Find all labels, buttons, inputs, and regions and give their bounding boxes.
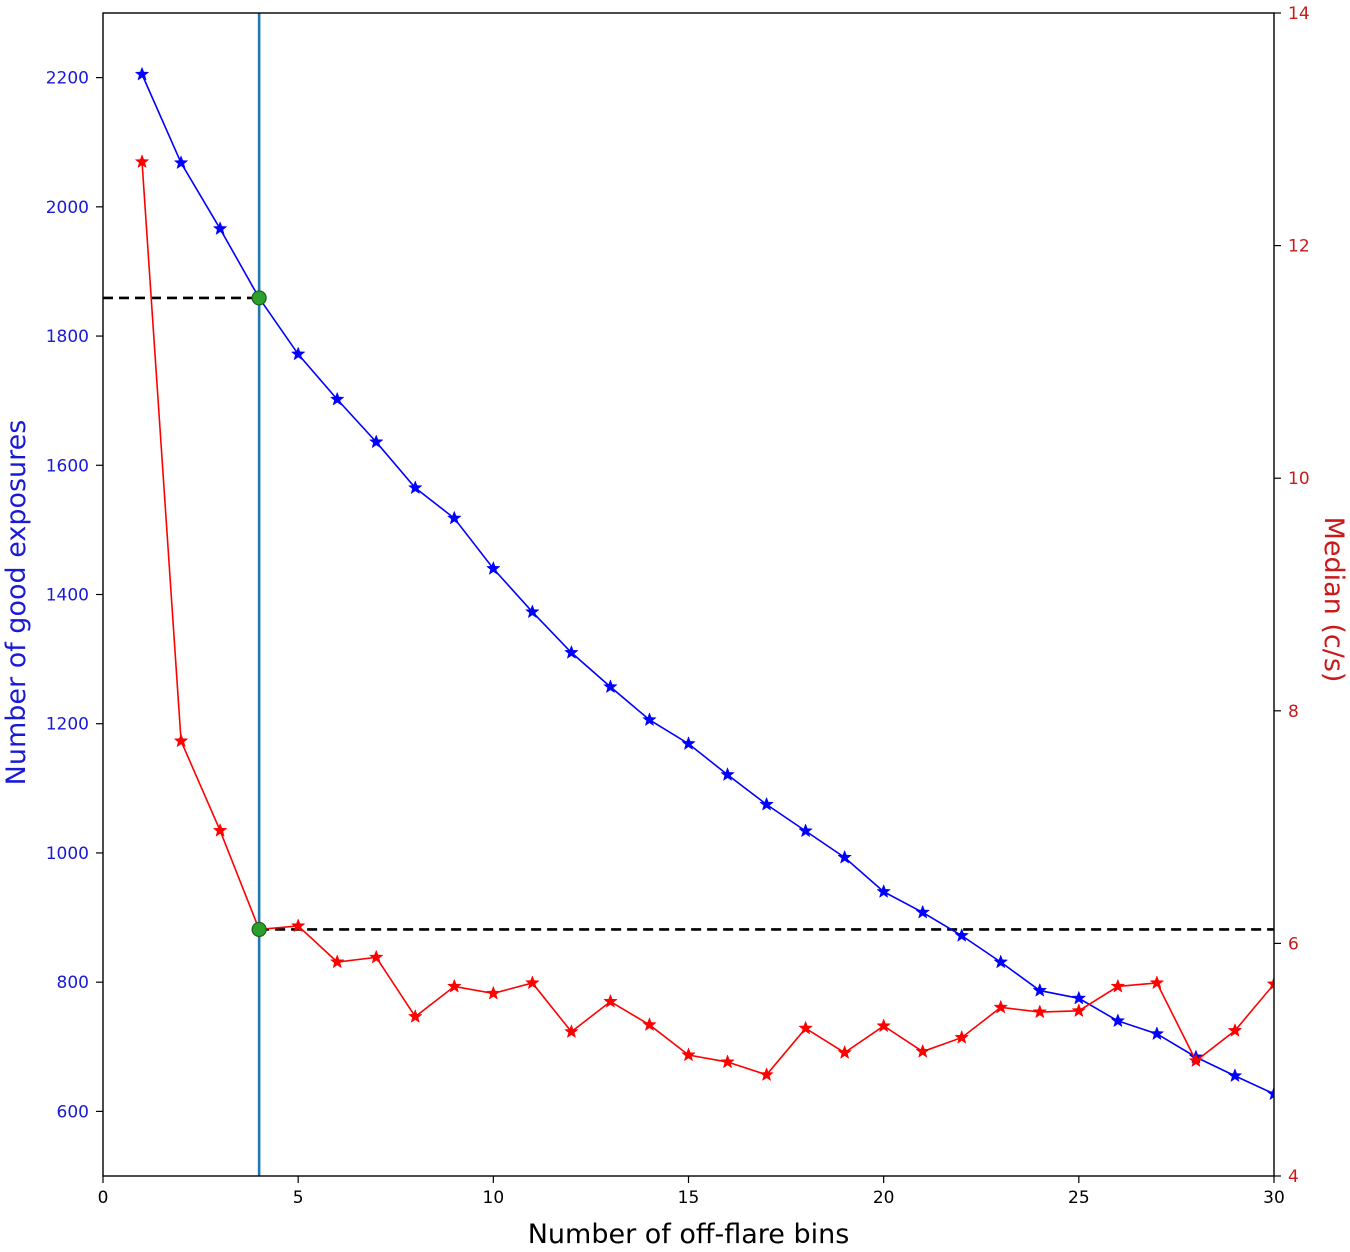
data-point-left xyxy=(525,604,540,619)
data-point-left xyxy=(486,560,501,575)
data-point-right xyxy=(368,949,384,964)
data-point-right xyxy=(1266,976,1274,991)
data-point-right xyxy=(525,975,540,990)
x-tick-label: 10 xyxy=(483,1188,505,1208)
data-point-left xyxy=(993,954,1009,969)
right-y-tick-label: 12 xyxy=(1288,237,1310,257)
highlight-marker-left xyxy=(251,290,267,306)
data-point-left xyxy=(720,767,735,782)
left-y-tick-label: 2200 xyxy=(46,69,89,89)
data-point-right xyxy=(564,1024,579,1039)
right-y-axis-title: Median (c/s) xyxy=(1318,517,1349,683)
data-point-right xyxy=(798,1020,813,1035)
left-y-tick-label: 800 xyxy=(57,973,89,993)
data-point-left xyxy=(1032,982,1048,997)
left-y-axis-title: Number of good exposures xyxy=(1,420,32,786)
left-y-tick-label: 1600 xyxy=(46,456,89,476)
data-point-right xyxy=(876,1018,891,1033)
x-tick-label: 5 xyxy=(293,1188,304,1208)
axes: 0 5 10 15 20 25 30 600 800 1000 1200 1400 1600 1800 20… xyxy=(46,4,1310,1208)
x-axis-title: Number of off-flare bins xyxy=(528,1219,850,1250)
data-point-left xyxy=(407,480,423,495)
data-point-right xyxy=(993,999,1009,1014)
data-point-right xyxy=(837,1045,852,1059)
right-y-tick-label: 4 xyxy=(1288,1167,1299,1187)
left-y-tick-label: 1200 xyxy=(46,715,89,735)
x-tick-label: 25 xyxy=(1068,1188,1090,1208)
data-point-right xyxy=(134,154,150,169)
data-point-left xyxy=(368,434,384,449)
x-tick-label: 0 xyxy=(98,1188,109,1208)
x-tick-label: 20 xyxy=(873,1188,895,1208)
data-point-right xyxy=(954,1029,970,1044)
right-y-tick-label: 10 xyxy=(1288,469,1310,489)
x-tick-label: 30 xyxy=(1263,1188,1285,1208)
data-point-right xyxy=(681,1047,696,1062)
data-point-right xyxy=(915,1043,931,1058)
data-point-left xyxy=(290,346,306,361)
data-point-left xyxy=(329,391,345,406)
right-y-tick-label: 6 xyxy=(1288,934,1299,954)
data-point-left xyxy=(173,155,189,170)
data-layer xyxy=(103,13,1274,1176)
data-point-left xyxy=(1266,1086,1274,1101)
data-point-right xyxy=(603,993,618,1008)
data-point-right xyxy=(446,978,462,993)
left-y-tick-label: 2000 xyxy=(46,198,89,218)
data-point-right xyxy=(486,985,501,1000)
data-point-left xyxy=(798,823,813,838)
data-point-left xyxy=(954,927,970,942)
plot-area xyxy=(103,13,1274,1176)
data-point-right xyxy=(642,1017,657,1032)
data-point-right xyxy=(407,1008,423,1023)
data-point-right xyxy=(173,733,189,748)
plot-frame xyxy=(102,12,1275,1177)
data-point-right xyxy=(1188,1053,1204,1068)
data-point-left xyxy=(1071,990,1087,1005)
data-point-left xyxy=(915,904,931,919)
data-point-right xyxy=(759,1067,774,1082)
data-point-right xyxy=(290,918,306,933)
left-y-tick-label: 1000 xyxy=(46,844,89,864)
data-point-right xyxy=(329,954,345,969)
left-y-tick-label: 1400 xyxy=(46,586,89,606)
data-point-right xyxy=(1032,1004,1048,1019)
data-point-left xyxy=(876,883,891,898)
data-point-right xyxy=(1227,1022,1243,1037)
series-line-right xyxy=(141,161,1274,1076)
data-point-left xyxy=(446,510,462,525)
data-point-right xyxy=(1149,975,1165,990)
left-y-tick-label: 1800 xyxy=(46,327,89,347)
data-point-right xyxy=(720,1054,735,1069)
data-point-right xyxy=(1110,978,1126,993)
data-point-left xyxy=(564,644,579,659)
data-point-left xyxy=(759,796,774,811)
data-point-left xyxy=(681,736,696,750)
highlight-marker-right xyxy=(251,921,267,938)
x-tick-label: 15 xyxy=(678,1188,700,1208)
left-y-tick-label: 600 xyxy=(57,1102,89,1122)
data-point-left xyxy=(1149,1026,1165,1041)
data-point-left xyxy=(212,221,228,236)
right-y-tick-label: 8 xyxy=(1288,702,1299,722)
data-point-left xyxy=(837,849,852,864)
data-point-left xyxy=(1110,1013,1126,1028)
series-line-left xyxy=(141,74,1274,1095)
data-point-left xyxy=(642,712,657,727)
data-point-right xyxy=(212,822,228,837)
right-y-tick-label: 14 xyxy=(1288,4,1310,24)
data-point-right xyxy=(1071,1003,1087,1018)
data-point-left xyxy=(1227,1068,1243,1083)
data-point-left xyxy=(603,679,618,694)
data-point-left xyxy=(134,66,150,81)
